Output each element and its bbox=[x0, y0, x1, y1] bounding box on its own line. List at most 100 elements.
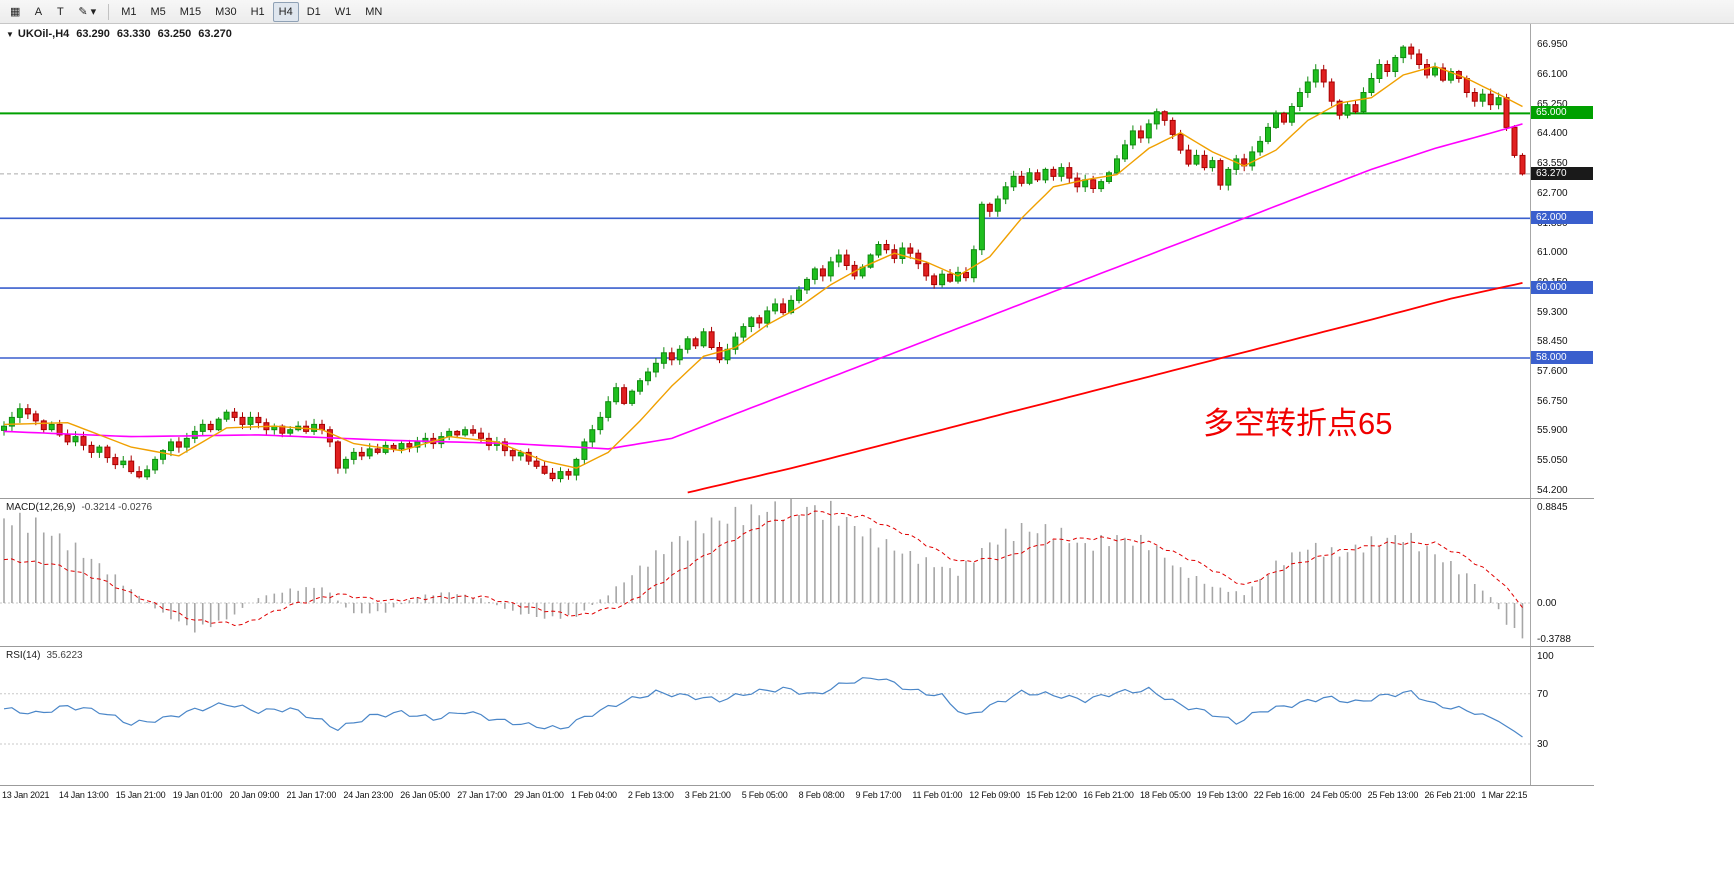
time-axis-label: 24 Jan 23:00 bbox=[343, 790, 394, 800]
time-axis-label: 22 Feb 16:00 bbox=[1253, 790, 1305, 800]
time-axis-label: 16 Feb 21:00 bbox=[1083, 790, 1134, 800]
time-axis-label: 25 Feb 13:00 bbox=[1367, 790, 1419, 800]
time-axis-label: 19 Feb 13:00 bbox=[1196, 790, 1248, 800]
axis-separator bbox=[1530, 24, 1531, 498]
macd-panel: 0.8845 0.00 -0.3788 MACD(12,26,9) -0.3214 -… bbox=[0, 499, 1594, 646]
price-axis[interactable]: 66.95066.10065.25064.40063.55062.70061.8… bbox=[1531, 24, 1594, 498]
rsi-axis[interactable]: 100 70 30 bbox=[1531, 647, 1594, 785]
price-axis-label: 64.400 bbox=[1537, 128, 1568, 140]
time-axis-label: 1 Feb 04:00 bbox=[571, 790, 617, 800]
time-axis-label: 14 Jan 13:00 bbox=[58, 790, 109, 800]
price-level-badge: 60.000 bbox=[1531, 281, 1593, 295]
chart-annotation: 多空转折点65 bbox=[1203, 406, 1393, 441]
macd-axis-label: 0.8845 bbox=[1537, 502, 1568, 514]
price-axis-label: 63.550 bbox=[1537, 158, 1568, 170]
price-level-badge: 62.000 bbox=[1531, 211, 1593, 225]
ohlc-close: 63.270 bbox=[198, 28, 232, 40]
time-axis[interactable]: 13 Jan 2021 14 Jan 13:00 15 Jan 21:00 19 Ja… bbox=[0, 785, 1594, 806]
time-axis-label: 5 Feb 05:00 bbox=[741, 790, 788, 800]
timeframe-group: M1 M5 M15 M30 H1 H4 D1 W1 MN bbox=[114, 0, 389, 23]
rsi-header: RSI(14) 35.6223 bbox=[6, 650, 83, 661]
price-axis-label: 57.600 bbox=[1537, 366, 1568, 377]
panel-splitter[interactable] bbox=[0, 498, 1594, 499]
price-level-badge: 65.000 bbox=[1531, 106, 1593, 120]
price-axis-label: 61.000 bbox=[1537, 247, 1568, 259]
time-axis-label: 8 Feb 08:00 bbox=[798, 790, 845, 800]
symbol-label: UKOil-,H4 bbox=[17, 28, 70, 40]
timeframe-d1-button[interactable]: D1 bbox=[301, 2, 327, 22]
time-axis-label: 27 Jan 17:00 bbox=[457, 790, 507, 800]
time-axis-label: 15 Feb 12:00 bbox=[1026, 790, 1077, 800]
price-axis-label: 54.200 bbox=[1537, 484, 1568, 496]
macd-values: -0.3214 -0.0276 bbox=[81, 502, 153, 513]
rsi-axis-label: 70 bbox=[1537, 688, 1549, 700]
timeframe-m30-button[interactable]: M30 bbox=[209, 2, 242, 22]
ohlc-low: 63.250 bbox=[157, 28, 192, 40]
ohlc-open: 63.290 bbox=[76, 28, 110, 40]
text-label-tool-button[interactable]: T bbox=[50, 2, 70, 22]
price-axis-label: 55.050 bbox=[1537, 455, 1568, 467]
price-chart-plot[interactable] bbox=[0, 24, 1530, 498]
time-axis-label: 12 Feb 09:00 bbox=[969, 790, 1020, 800]
time-axis-label: 15 Jan 21:00 bbox=[115, 790, 166, 800]
price-axis-label: 66.100 bbox=[1537, 69, 1568, 80]
macd-header: MACD(12,26,9) -0.3214 -0.0276 bbox=[6, 502, 152, 513]
price-axis-label: 58.450 bbox=[1537, 336, 1568, 348]
time-axis-label: 29 Jan 01:00 bbox=[514, 790, 564, 800]
axis-separator bbox=[1530, 499, 1531, 646]
macd-title: MACD(12,26,9) bbox=[6, 502, 76, 513]
time-axis-label: 13 Jan 2021 bbox=[2, 790, 50, 800]
symbol-header: ▼ UKOil-,H4 63.290 63.330 63.250 63.270 bbox=[6, 28, 239, 40]
axis-separator bbox=[1530, 647, 1531, 785]
chart-window: 66.95066.10065.25064.40063.55062.70061.8… bbox=[0, 24, 1594, 806]
time-axis-label: 18 Feb 05:00 bbox=[1140, 790, 1191, 800]
macd-axis-label: 0.00 bbox=[1537, 598, 1557, 609]
time-axis-label: 11 Feb 01:00 bbox=[912, 790, 963, 800]
timeframe-h1-button[interactable]: H1 bbox=[245, 2, 271, 22]
draw-tools-button[interactable]: ✎ ▾ bbox=[72, 2, 102, 22]
main-toolbar: ▦ A T ✎ ▾ M1 M5 M15 M30 H1 H4 D1 W1 MN bbox=[0, 0, 1734, 24]
price-axis-label: 56.750 bbox=[1537, 395, 1568, 407]
panel-splitter[interactable] bbox=[0, 646, 1594, 647]
font-tool-button[interactable]: A bbox=[28, 2, 48, 22]
macd-axis[interactable]: 0.8845 0.00 -0.3788 bbox=[1531, 499, 1594, 646]
time-axis-label: 3 Feb 21:00 bbox=[684, 790, 731, 800]
time-axis-label: 9 Feb 17:00 bbox=[855, 790, 902, 800]
timeframe-w1-button[interactable]: W1 bbox=[329, 2, 358, 22]
timeframe-m1-button[interactable]: M1 bbox=[115, 2, 142, 22]
timeframe-m15-button[interactable]: M15 bbox=[174, 2, 207, 22]
ohlc-high: 63.330 bbox=[116, 28, 151, 40]
time-axis-label: 20 Jan 09:00 bbox=[229, 790, 280, 800]
time-axis-label: 24 Feb 05:00 bbox=[1310, 790, 1362, 800]
rsi-axis-label: 100 bbox=[1537, 651, 1554, 662]
price-axis-label: 66.950 bbox=[1537, 39, 1568, 51]
rsi-value: 35.6223 bbox=[46, 650, 83, 661]
price-panel: 66.95066.10065.25064.40063.55062.70061.8… bbox=[0, 24, 1594, 498]
rsi-plot[interactable] bbox=[0, 647, 1530, 785]
time-axis-label: 1 Mar 22:15 bbox=[1481, 790, 1528, 800]
rsi-axis-label: 30 bbox=[1537, 738, 1549, 750]
time-axis-label: 19 Jan 01:00 bbox=[172, 790, 223, 800]
time-axis-label: 26 Jan 05:00 bbox=[400, 790, 450, 800]
time-axis-label: 2 Feb 13:00 bbox=[627, 790, 674, 800]
rsi-panel: 100 70 30 RSI(14) 35.6223 bbox=[0, 647, 1594, 785]
time-axis-label: 26 Feb 21:00 bbox=[1424, 790, 1476, 800]
windows-grid-icon-button[interactable]: ▦ bbox=[4, 2, 26, 22]
time-axis-label: 21 Jan 17:00 bbox=[286, 790, 337, 800]
price-axis-label: 55.900 bbox=[1537, 425, 1568, 437]
price-axis-label: 62.700 bbox=[1537, 187, 1568, 199]
price-level-badge: 58.000 bbox=[1531, 351, 1593, 365]
price-axis-label: 65.250 bbox=[1537, 98, 1568, 110]
price-level-badge: 63.270 bbox=[1531, 166, 1593, 180]
toolbar-tools-group: ▦ A T ✎ ▾ bbox=[3, 0, 103, 23]
timeframe-h4-button[interactable]: H4 bbox=[272, 1, 299, 22]
macd-axis-label: -0.3788 bbox=[1537, 634, 1571, 645]
macd-plot[interactable] bbox=[0, 499, 1530, 646]
price-axis-label: 59.300 bbox=[1537, 306, 1568, 318]
toolbar-separator bbox=[108, 3, 110, 20]
timeframe-m5-button[interactable]: M5 bbox=[144, 2, 171, 22]
chart-menu-arrow[interactable]: ▼ bbox=[6, 30, 14, 39]
rsi-title: RSI(14) bbox=[6, 650, 41, 661]
timeframe-mn-button[interactable]: MN bbox=[359, 2, 388, 22]
